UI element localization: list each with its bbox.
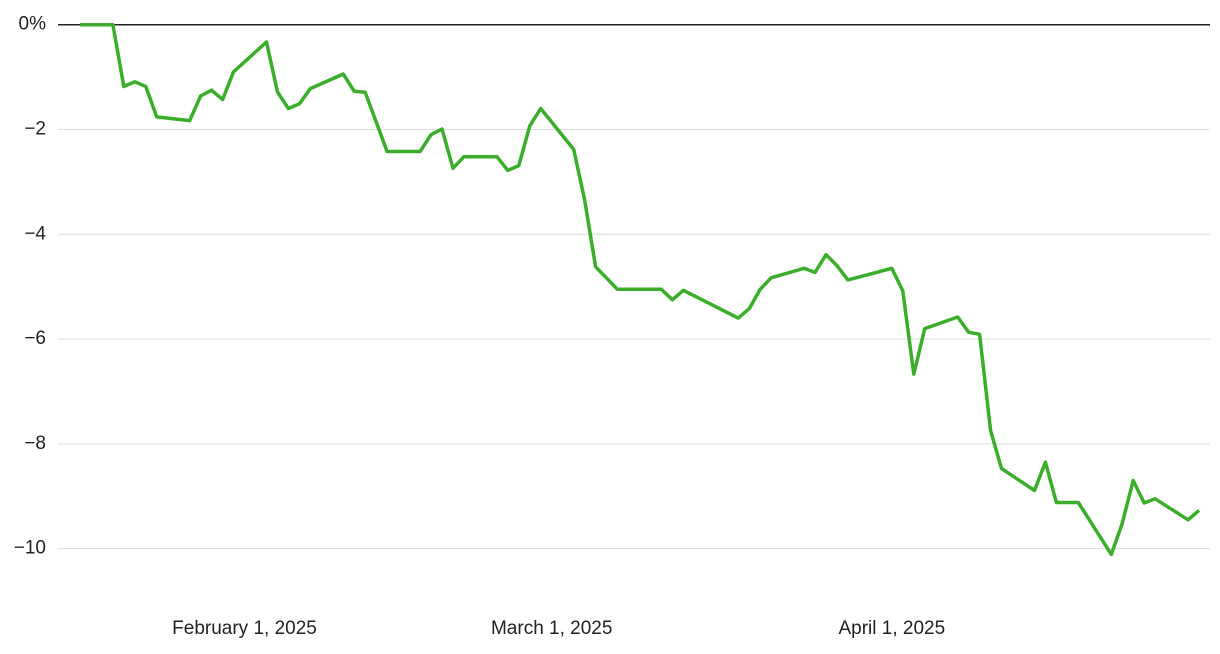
y-tick-label: −6 (24, 328, 46, 349)
x-tick-label: February 1, 2025 (172, 618, 317, 639)
y-tick-label: −8 (24, 433, 46, 454)
y-tick-label: −10 (14, 538, 46, 559)
y-tick-label: −4 (24, 223, 46, 244)
y-tick-label: 0% (19, 14, 47, 35)
y-tick-label: −2 (24, 119, 46, 140)
x-tick-label: March 1, 2025 (491, 618, 612, 639)
x-tick-label: April 1, 2025 (838, 618, 945, 639)
data-line (79, 22, 1201, 557)
